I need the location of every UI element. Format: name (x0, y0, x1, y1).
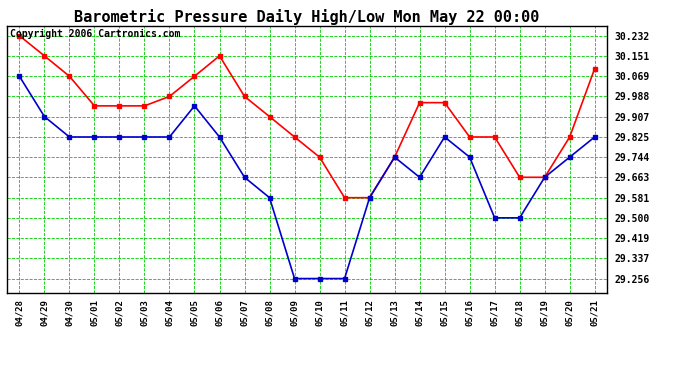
Text: Copyright 2006 Cartronics.com: Copyright 2006 Cartronics.com (10, 29, 180, 39)
Title: Barometric Pressure Daily High/Low Mon May 22 00:00: Barometric Pressure Daily High/Low Mon M… (75, 9, 540, 25)
